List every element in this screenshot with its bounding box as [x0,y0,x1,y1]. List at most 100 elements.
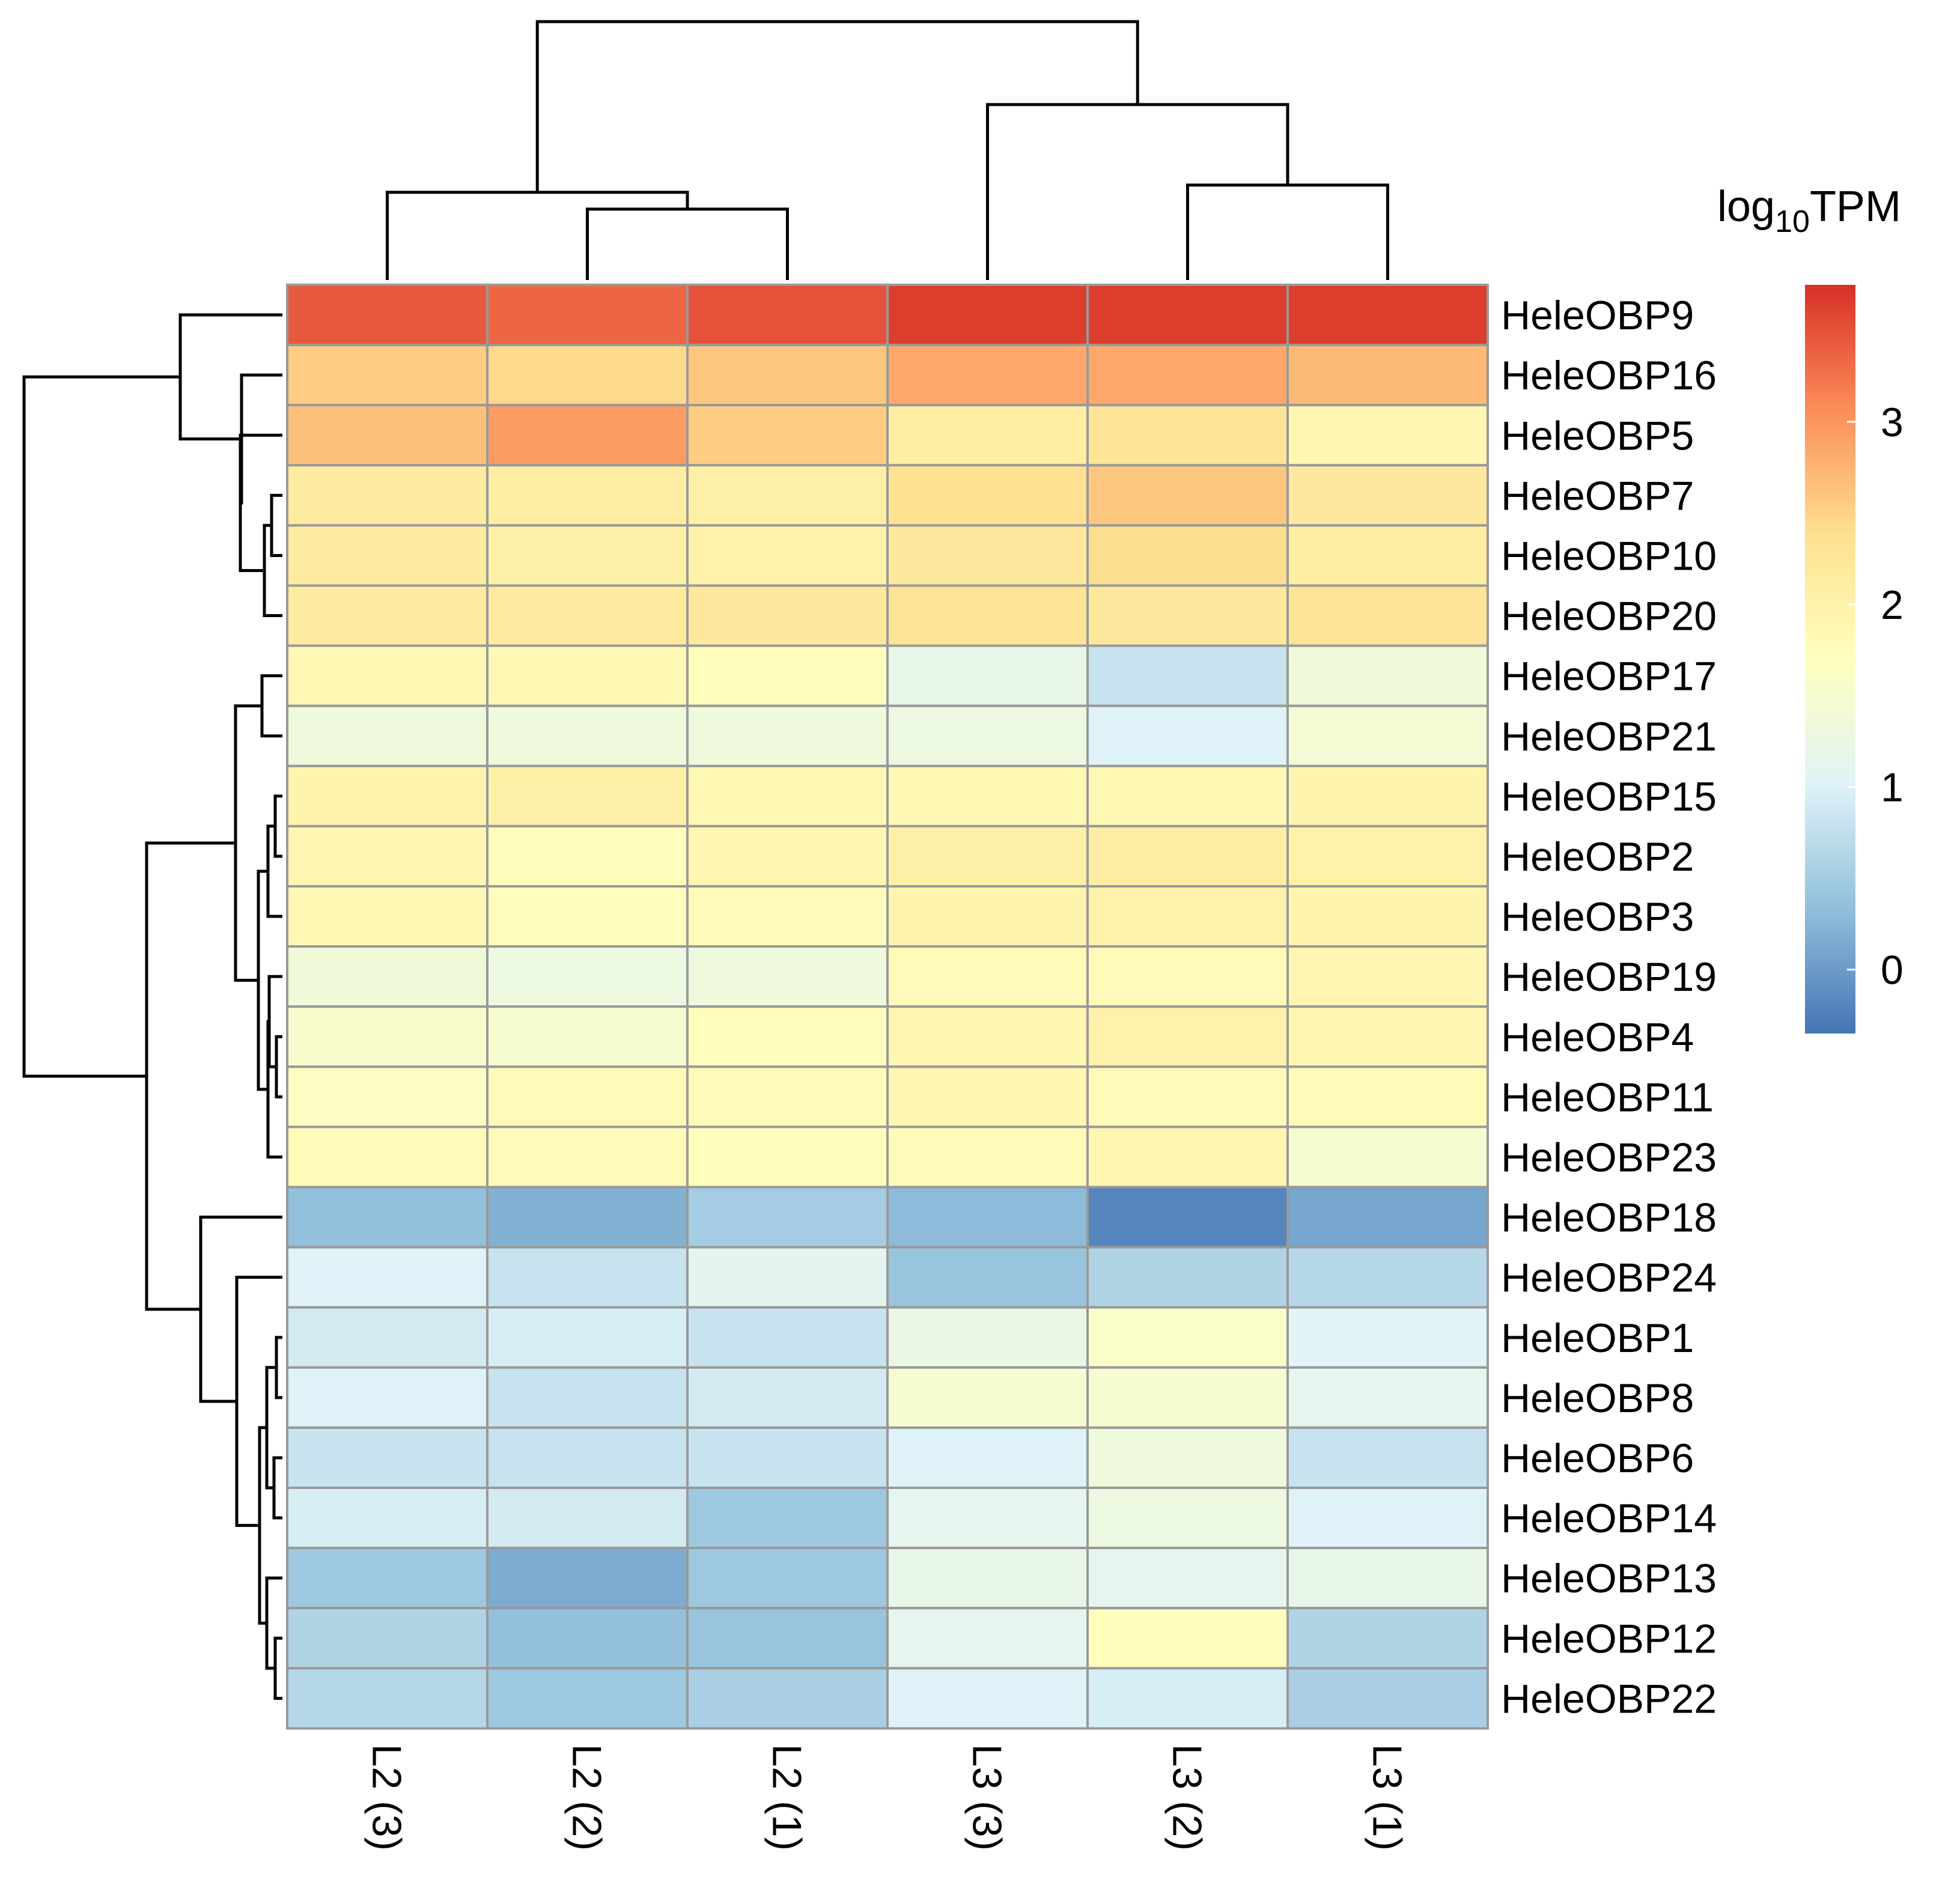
heatmap-cell [286,1005,488,1068]
heatmap-cell [286,1607,488,1670]
heatmap-cell [1286,764,1489,827]
heatmap-cell [686,644,889,707]
heatmap-cell [686,1667,889,1730]
heatmap-cell [686,764,889,827]
row-dendrogram-link [145,841,236,1311]
heatmap-cell [886,524,1089,587]
heatmap-cell [886,344,1089,407]
heatmap-cell [486,1065,689,1128]
heatmap-cell [486,464,689,527]
heatmap-cell [1086,1366,1289,1429]
heatmap-cell [286,1667,488,1730]
heatmap-cell [286,1306,488,1369]
column-label: L3 (1) [1365,1744,1410,1851]
heatmap-cell [886,1246,1089,1309]
heatmap-cell [686,945,889,1008]
row-dendrogram-link [199,1216,282,1403]
row-label: HeleOBP15 [1501,774,1717,820]
row-dendrogram-link [275,1035,282,1098]
heatmap-cell [886,584,1089,647]
row-label: HeleOBP17 [1501,654,1717,699]
column-dendrogram-link [535,20,1139,192]
heatmap-cell [286,945,488,1008]
legend-title-subscript: 10 [1775,204,1810,239]
heatmap-cell [486,1366,689,1429]
heatmap-cell [886,1065,1089,1128]
row-label: HeleOBP1 [1501,1315,1694,1361]
heatmap-cell [286,1547,488,1610]
heatmap-cell [486,704,689,767]
row-label: HeleOBP16 [1501,353,1717,398]
heatmap-cell [686,524,889,587]
heatmap-cell [1286,284,1489,347]
heatmap-cell [1286,1426,1489,1489]
heatmap-cell [486,1005,689,1068]
heatmap-cell [686,1005,889,1068]
heatmap-cell [286,885,488,948]
heatmap-cell [1286,1667,1489,1730]
heatmap-cell [1286,1005,1489,1068]
legend-color-bar [1805,285,1855,1034]
row-dendrogram [22,313,282,1700]
row-label: HeleOBP13 [1501,1556,1717,1601]
heatmap-cell [1086,1125,1289,1189]
row-label: HeleOBP10 [1501,533,1717,579]
heatmap-cell [286,284,488,347]
heatmap-cell [1086,824,1289,888]
row-label: HeleOBP22 [1501,1676,1717,1722]
heatmap-cell [1086,704,1289,767]
heatmap-cell [686,284,889,347]
heatmap-cell [286,344,488,407]
column-dendrogram-link [386,190,689,280]
heatmap-cell [1286,1366,1489,1429]
heatmap-cell [486,1125,689,1189]
row-label: HeleOBP20 [1501,594,1717,639]
heatmap-cell [1086,885,1289,948]
heatmap-cell [886,1487,1089,1550]
row-dendrogram-link [178,313,282,441]
heatmap-cell [1286,344,1489,407]
heatmap-cell [886,1607,1089,1670]
heatmap-cell [286,524,488,587]
heatmap-cell [1286,1487,1489,1550]
heatmap-cell [286,464,488,527]
heatmap-cell [286,644,488,707]
heatmap-cell [486,1607,689,1670]
row-label: HeleOBP4 [1501,1014,1694,1060]
heatmap-cell [286,404,488,467]
row-dendrogram-link [263,523,282,618]
heatmap-cell [686,464,889,527]
heatmap-cell [686,704,889,767]
heatmap-cell [486,1246,689,1309]
heatmap-cell [486,945,689,1008]
heatmap-cell [686,404,889,467]
row-label: HeleOBP3 [1501,894,1694,940]
row-label: HeleOBP5 [1501,413,1694,458]
row-label: HeleOBP24 [1501,1255,1717,1301]
row-label: HeleOBP21 [1501,714,1717,760]
column-dendrogram-link [1186,183,1389,280]
heatmap-cell [686,1426,889,1489]
color-legend: log10TPM 0 1 2 3 [1717,183,1904,1034]
row-dendrogram-link [260,674,282,738]
heatmap-cell [286,1065,488,1128]
heatmap-cell [886,644,1089,707]
heatmap-cell [686,885,889,948]
heatmap-cell [686,1547,889,1610]
heatmap-cell [1086,1065,1289,1128]
heatmap-cell [886,764,1089,827]
heatmap-cell [686,1487,889,1550]
heatmap-cell [486,1426,689,1489]
heatmap-cell [486,824,689,888]
row-dendrogram-link [275,1336,282,1399]
heatmap-cell [286,1426,488,1489]
heatmap-cell [1086,1246,1289,1309]
heatmap-cell [1086,344,1289,407]
heatmap-cell [1286,584,1489,647]
heatmap-cell [1086,404,1289,467]
heatmap-cells [286,284,1489,1730]
legend-tick-label: 3 [1881,400,1904,445]
heatmap-cell [286,1246,488,1309]
heatmap-cell [886,284,1089,347]
